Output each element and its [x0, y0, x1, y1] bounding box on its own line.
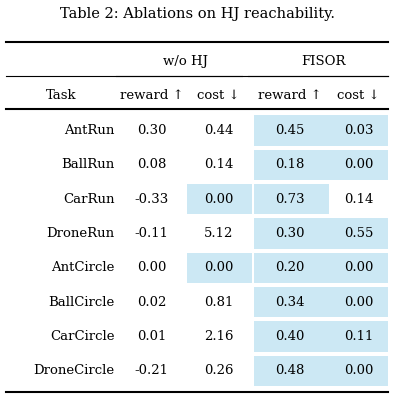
Text: 2.16: 2.16 — [204, 330, 233, 343]
Text: 0.08: 0.08 — [137, 158, 166, 172]
FancyBboxPatch shape — [187, 184, 252, 215]
Text: 0.03: 0.03 — [344, 124, 373, 137]
Text: cost ↓: cost ↓ — [337, 89, 380, 102]
Text: DroneRun: DroneRun — [46, 227, 114, 240]
Text: 0.48: 0.48 — [275, 365, 304, 377]
Text: AntCircle: AntCircle — [51, 261, 114, 274]
Text: 0.20: 0.20 — [275, 261, 304, 274]
Text: 0.14: 0.14 — [204, 158, 233, 172]
Text: reward ↑: reward ↑ — [120, 89, 184, 102]
FancyBboxPatch shape — [254, 219, 329, 249]
Text: BallCircle: BallCircle — [48, 296, 114, 309]
Text: 0.30: 0.30 — [137, 124, 166, 137]
Text: 0.18: 0.18 — [275, 158, 304, 172]
FancyBboxPatch shape — [329, 287, 388, 317]
Text: CarRun: CarRun — [63, 193, 114, 206]
Text: reward ↑: reward ↑ — [258, 89, 322, 102]
FancyBboxPatch shape — [329, 150, 388, 180]
Text: cost ↓: cost ↓ — [197, 89, 240, 102]
Text: AntRun: AntRun — [64, 124, 114, 137]
FancyBboxPatch shape — [329, 115, 388, 146]
Text: 0.26: 0.26 — [204, 365, 233, 377]
Text: 0.30: 0.30 — [275, 227, 304, 240]
FancyBboxPatch shape — [254, 115, 329, 146]
Text: 0.34: 0.34 — [275, 296, 304, 309]
Text: BallRun: BallRun — [61, 158, 114, 172]
Text: 5.12: 5.12 — [204, 227, 233, 240]
FancyBboxPatch shape — [329, 356, 388, 386]
Text: DroneCircle: DroneCircle — [33, 365, 114, 377]
Text: 0.00: 0.00 — [204, 193, 233, 206]
Text: Table 2: Ablations on HJ reachability.: Table 2: Ablations on HJ reachability. — [59, 7, 335, 21]
Text: 0.00: 0.00 — [344, 365, 373, 377]
Text: 0.00: 0.00 — [344, 296, 373, 309]
Text: 0.00: 0.00 — [204, 261, 233, 274]
FancyBboxPatch shape — [254, 356, 329, 386]
Text: 0.40: 0.40 — [275, 330, 304, 343]
Text: 0.44: 0.44 — [204, 124, 233, 137]
Text: 0.55: 0.55 — [344, 227, 373, 240]
FancyBboxPatch shape — [254, 287, 329, 317]
FancyBboxPatch shape — [254, 184, 329, 215]
Text: w/o HJ: w/o HJ — [163, 55, 208, 68]
FancyBboxPatch shape — [329, 253, 388, 283]
Text: 0.81: 0.81 — [204, 296, 233, 309]
Text: 0.01: 0.01 — [137, 330, 166, 343]
Text: -0.11: -0.11 — [135, 227, 169, 240]
Text: 0.00: 0.00 — [137, 261, 166, 274]
Text: -0.33: -0.33 — [135, 193, 169, 206]
Text: Task: Task — [46, 89, 76, 102]
Text: -0.21: -0.21 — [135, 365, 169, 377]
Text: 0.00: 0.00 — [344, 158, 373, 172]
FancyBboxPatch shape — [329, 322, 388, 352]
Text: 0.00: 0.00 — [344, 261, 373, 274]
Text: 0.02: 0.02 — [137, 296, 166, 309]
FancyBboxPatch shape — [254, 150, 329, 180]
Text: FISOR: FISOR — [301, 55, 345, 68]
Text: 0.73: 0.73 — [275, 193, 305, 206]
FancyBboxPatch shape — [254, 322, 329, 352]
Text: 0.45: 0.45 — [275, 124, 304, 137]
FancyBboxPatch shape — [329, 219, 388, 249]
FancyBboxPatch shape — [254, 253, 329, 283]
Text: 0.14: 0.14 — [344, 193, 373, 206]
Text: CarCircle: CarCircle — [50, 330, 114, 343]
FancyBboxPatch shape — [187, 253, 252, 283]
Text: 0.11: 0.11 — [344, 330, 373, 343]
